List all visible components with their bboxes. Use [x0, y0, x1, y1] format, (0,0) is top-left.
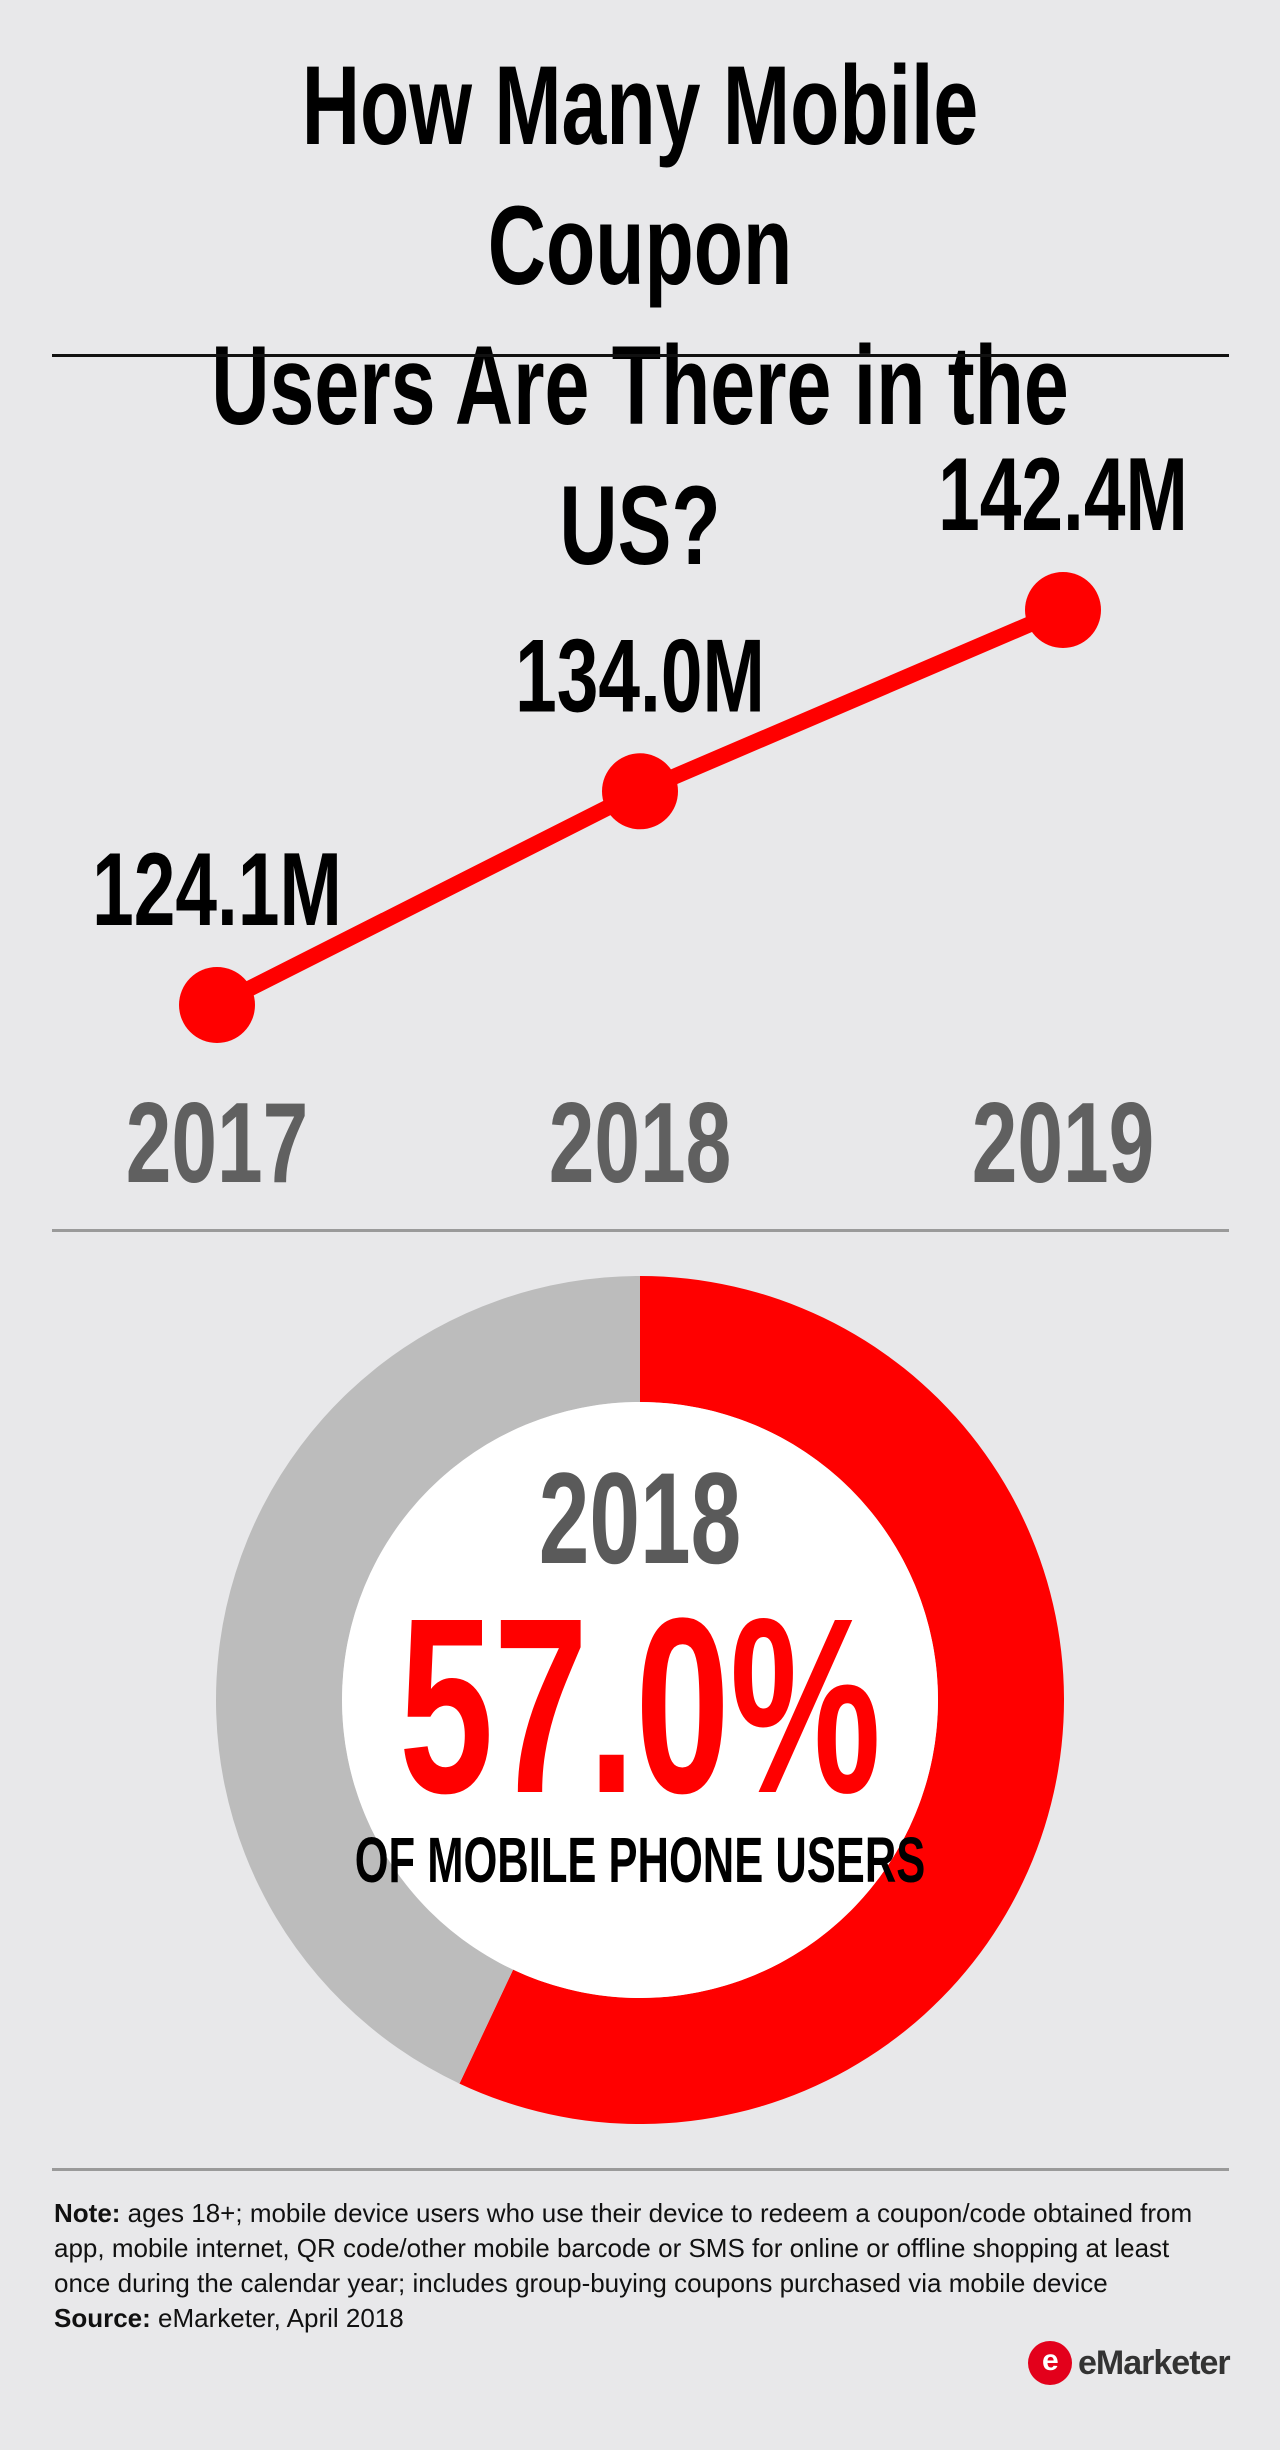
- footnote: Note: ages 18+; mobile device users who …: [54, 2196, 1204, 2336]
- data-label: 142.4M: [938, 437, 1188, 553]
- source-label: Source:: [54, 2303, 151, 2333]
- donut-value-label: 57.0%: [399, 1566, 881, 1845]
- donut-caption: OF MOBILE PHONE USERS: [355, 1824, 926, 1897]
- logo-text: eMarketer: [1078, 2343, 1231, 2382]
- data-point: [179, 967, 255, 1043]
- data-label: 134.0M: [515, 618, 765, 734]
- donut-slice: [215, 1276, 640, 2084]
- title-line-1: How Many Mobile Coupon: [301, 43, 979, 308]
- section-divider: [52, 1229, 1229, 1232]
- page-title: How Many Mobile Coupon Users Are There i…: [179, 36, 1101, 596]
- logo-mark-letter: e: [1042, 2344, 1059, 2377]
- title-line-2: Users Are There in the US?: [211, 323, 1069, 588]
- source-text: eMarketer, April 2018: [150, 2303, 404, 2333]
- source-line: Source: eMarketer, April 2018: [54, 2301, 1204, 2336]
- title-divider: [52, 354, 1229, 357]
- x-tick-label: 2017: [126, 1080, 309, 1207]
- donut-hole: [342, 1402, 938, 1998]
- note-text: ages 18+; mobile device users who use th…: [54, 2198, 1193, 2298]
- logo-mark-icon: e: [1028, 2341, 1072, 2385]
- note-paragraph: Note: ages 18+; mobile device users who …: [54, 2196, 1204, 2301]
- x-tick-label: 2018: [549, 1080, 732, 1207]
- donut-year-label: 2018: [539, 1445, 741, 1591]
- data-point: [1025, 572, 1101, 648]
- line-chart: 124.1M 2017 134.0M 2018 142.4M 2019: [92, 437, 1188, 1207]
- data-point: [602, 753, 678, 830]
- x-tick-label: 2019: [972, 1080, 1155, 1207]
- data-label: 124.1M: [92, 832, 342, 948]
- emarketer-logo: e eMarketer: [1028, 2338, 1231, 2388]
- note-label: Note:: [54, 2198, 121, 2228]
- donut-slice: [459, 1276, 1064, 2124]
- footer-divider: [52, 2168, 1229, 2171]
